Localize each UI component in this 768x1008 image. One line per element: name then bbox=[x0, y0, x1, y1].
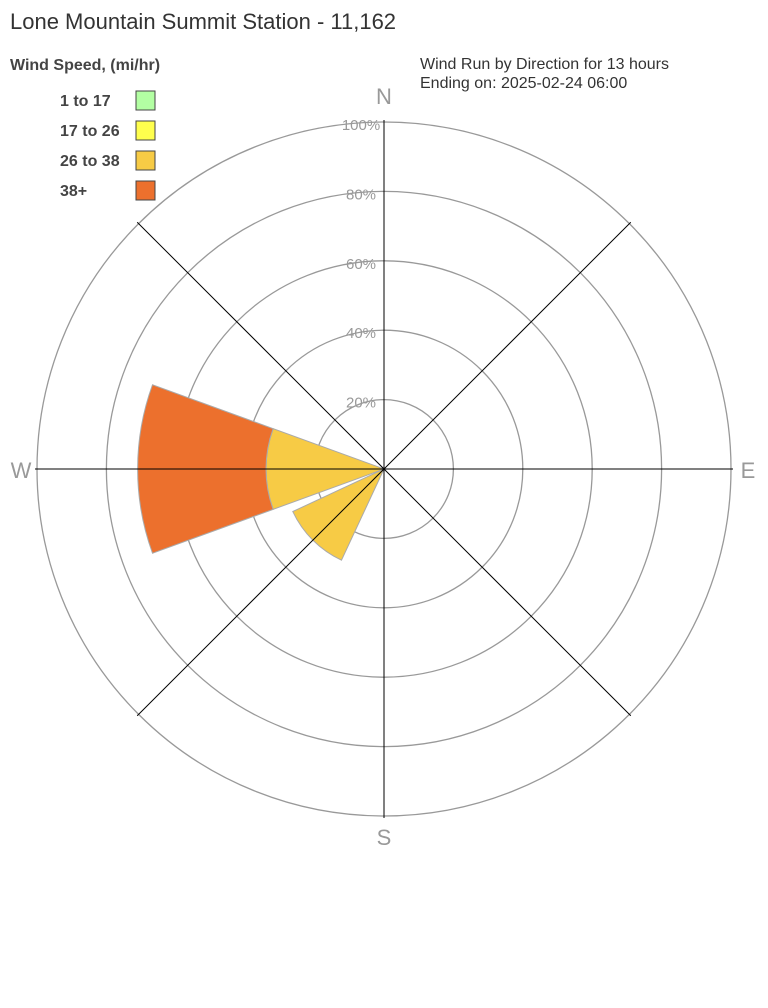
spoke-NE bbox=[383, 221, 632, 470]
radial-tick-label: 20% bbox=[346, 395, 376, 412]
radial-tick-label: 60% bbox=[346, 256, 376, 273]
compass-label-W: W bbox=[11, 458, 32, 483]
legend-label: 26 to 38 bbox=[60, 153, 120, 170]
radial-tick-label: 40% bbox=[346, 325, 376, 342]
legend-swatch bbox=[135, 180, 156, 201]
radial-tick-label: 80% bbox=[346, 186, 376, 203]
compass-label-N: N bbox=[376, 84, 392, 109]
compass-label-E: E bbox=[741, 458, 756, 483]
legend-swatch bbox=[135, 90, 156, 111]
radial-tick-label: 100% bbox=[342, 117, 380, 134]
spoke-SE bbox=[383, 468, 632, 717]
legend-swatch bbox=[135, 150, 156, 171]
legend-title: Wind Speed, (mi/hr) bbox=[10, 57, 160, 74]
legend-label: 1 to 17 bbox=[60, 93, 111, 110]
subtitle-line-1: Wind Run by Direction for 13 hours bbox=[420, 56, 669, 73]
legend-swatch bbox=[135, 120, 156, 141]
spoke-NW bbox=[136, 221, 385, 470]
spoke-SW bbox=[136, 468, 385, 717]
compass-label-S: S bbox=[377, 825, 392, 850]
legend-label: 17 to 26 bbox=[60, 123, 120, 140]
legend-label: 38+ bbox=[60, 183, 87, 200]
subtitle-line-2: Ending on: 2025-02-24 06:00 bbox=[420, 75, 627, 92]
chart-title: Lone Mountain Summit Station - 11,162 bbox=[10, 9, 396, 34]
